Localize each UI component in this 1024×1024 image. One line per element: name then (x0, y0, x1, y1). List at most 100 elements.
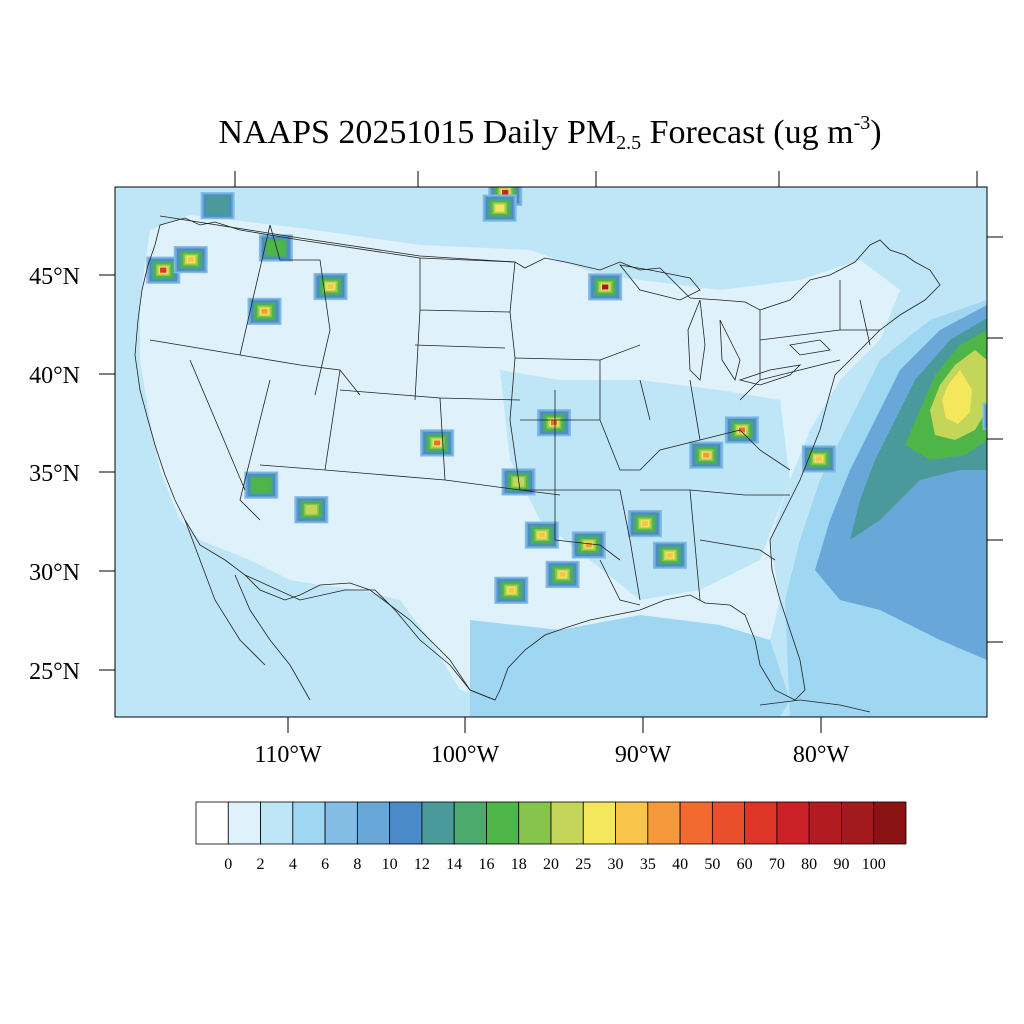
colorbar-box (744, 801, 778, 845)
colorbar-box (260, 801, 294, 845)
lat-label-25: 25°N (29, 659, 80, 685)
colorbar-box (647, 801, 681, 845)
lon-label-80: 80°W (793, 742, 850, 768)
hotspot (801, 445, 836, 473)
state-lines-west (149, 224, 561, 521)
atlantic-plume-core (942, 370, 972, 424)
mexico-border (244, 574, 496, 701)
title-prefix: NAAPS 20251015 Daily PM (218, 114, 617, 151)
hotspot (482, 194, 517, 222)
colorbar-box (679, 801, 713, 845)
colorbar-box (518, 801, 552, 845)
hotspot-level (989, 408, 1010, 425)
colorbar-level-label: 60 (737, 856, 753, 873)
hotspot-level (997, 414, 1003, 419)
hotspot-layer (146, 187, 1010, 604)
hotspot-level (559, 572, 566, 577)
colorbar-level-label: 35 (640, 856, 656, 873)
lon-label-110: 110°W (254, 742, 322, 768)
colorbar-level-label: 8 (353, 856, 361, 873)
colorbar-level-label: 80 (801, 856, 817, 873)
hotspot (689, 441, 724, 469)
hotspot (200, 192, 235, 220)
great-lakes (619, 264, 831, 386)
hotspot-level (266, 240, 285, 256)
colorbar-box (808, 801, 842, 845)
colorbar-box (389, 801, 423, 845)
colorbar-level-label: 90 (833, 856, 849, 873)
title-superscript: -3 (853, 112, 871, 134)
hotspot-level (703, 452, 710, 458)
colorbar-box (453, 801, 487, 845)
map-frame (114, 186, 988, 718)
hotspot (545, 560, 580, 589)
hotspot (247, 297, 282, 325)
map-panel (115, 187, 1010, 717)
cuba (759, 699, 871, 713)
colorbar-box (615, 801, 649, 845)
hotspot-level (205, 195, 230, 216)
hotspot-level (538, 532, 545, 538)
colorbar (195, 801, 907, 845)
hotspot-level (502, 189, 509, 195)
colorbar-level-label: 25 (575, 856, 591, 873)
hotspot (537, 409, 571, 437)
hotspot-level (508, 587, 515, 593)
hotspot (524, 521, 559, 549)
hotspot-level (602, 284, 609, 290)
hotspot-level (187, 257, 194, 263)
colorbar-level-label: 50 (704, 856, 720, 873)
hotspot-level (984, 403, 987, 429)
hotspot-level (551, 420, 557, 426)
colorbar-box (227, 801, 261, 845)
hotspot (627, 509, 662, 538)
hotspot (588, 273, 623, 301)
hotspot-level (160, 267, 167, 273)
colorbar-level-label: 16 (478, 856, 494, 873)
hotspot-level (666, 552, 673, 558)
hotspot-level (738, 427, 745, 433)
colorbar-level-label: 40 (672, 856, 688, 873)
colorbar-box (486, 801, 520, 845)
colorbar-level-label: 30 (608, 856, 624, 873)
colorbar-level-label: 4 (289, 856, 297, 873)
hotspot (146, 256, 181, 284)
hotspot-level (815, 456, 822, 462)
hotspot (724, 416, 759, 444)
colorbar-box (356, 801, 391, 845)
hotspot-level (305, 505, 318, 515)
hotspot-level (585, 542, 592, 548)
lat-label-45: 45°N (29, 264, 80, 290)
colorbar-box (582, 801, 616, 845)
map-title: NAAPS 20251015 Daily PM2.5 Forecast (ug … (0, 112, 1024, 155)
hotspot (420, 429, 455, 457)
hotspot (652, 541, 687, 569)
hotspot-level (994, 412, 1006, 421)
colorbar-level-label: 2 (257, 856, 265, 873)
colorbar-level-label: 20 (543, 856, 559, 873)
hotspot (173, 246, 208, 274)
hotspot-level (327, 284, 334, 289)
colorbar-box (292, 801, 326, 845)
hotspot (313, 272, 348, 301)
colorbar-box (873, 801, 907, 845)
colorbar-level-label: 100 (862, 856, 886, 873)
colorbar-box (421, 801, 455, 845)
title-middle: Forecast (ug m (641, 114, 854, 151)
map-ticks (99, 171, 1003, 733)
state-lines-ne (759, 280, 880, 380)
state-lines-central (514, 344, 841, 606)
canada-border (159, 215, 516, 263)
hotspot-level (995, 413, 1003, 420)
colorbar-level-label: 70 (769, 856, 785, 873)
colorbar-box (324, 801, 358, 845)
colorbar-level-label: 14 (446, 856, 462, 873)
title-suffix: ) (870, 114, 882, 151)
lon-label-100: 100°W (431, 742, 500, 768)
lon-label-90: 90°W (615, 742, 672, 768)
lat-label-40: 40°N (29, 363, 80, 389)
colorbar-level-label: 12 (414, 856, 430, 873)
hotspot-level (252, 477, 271, 493)
colorbar-box (550, 801, 584, 845)
